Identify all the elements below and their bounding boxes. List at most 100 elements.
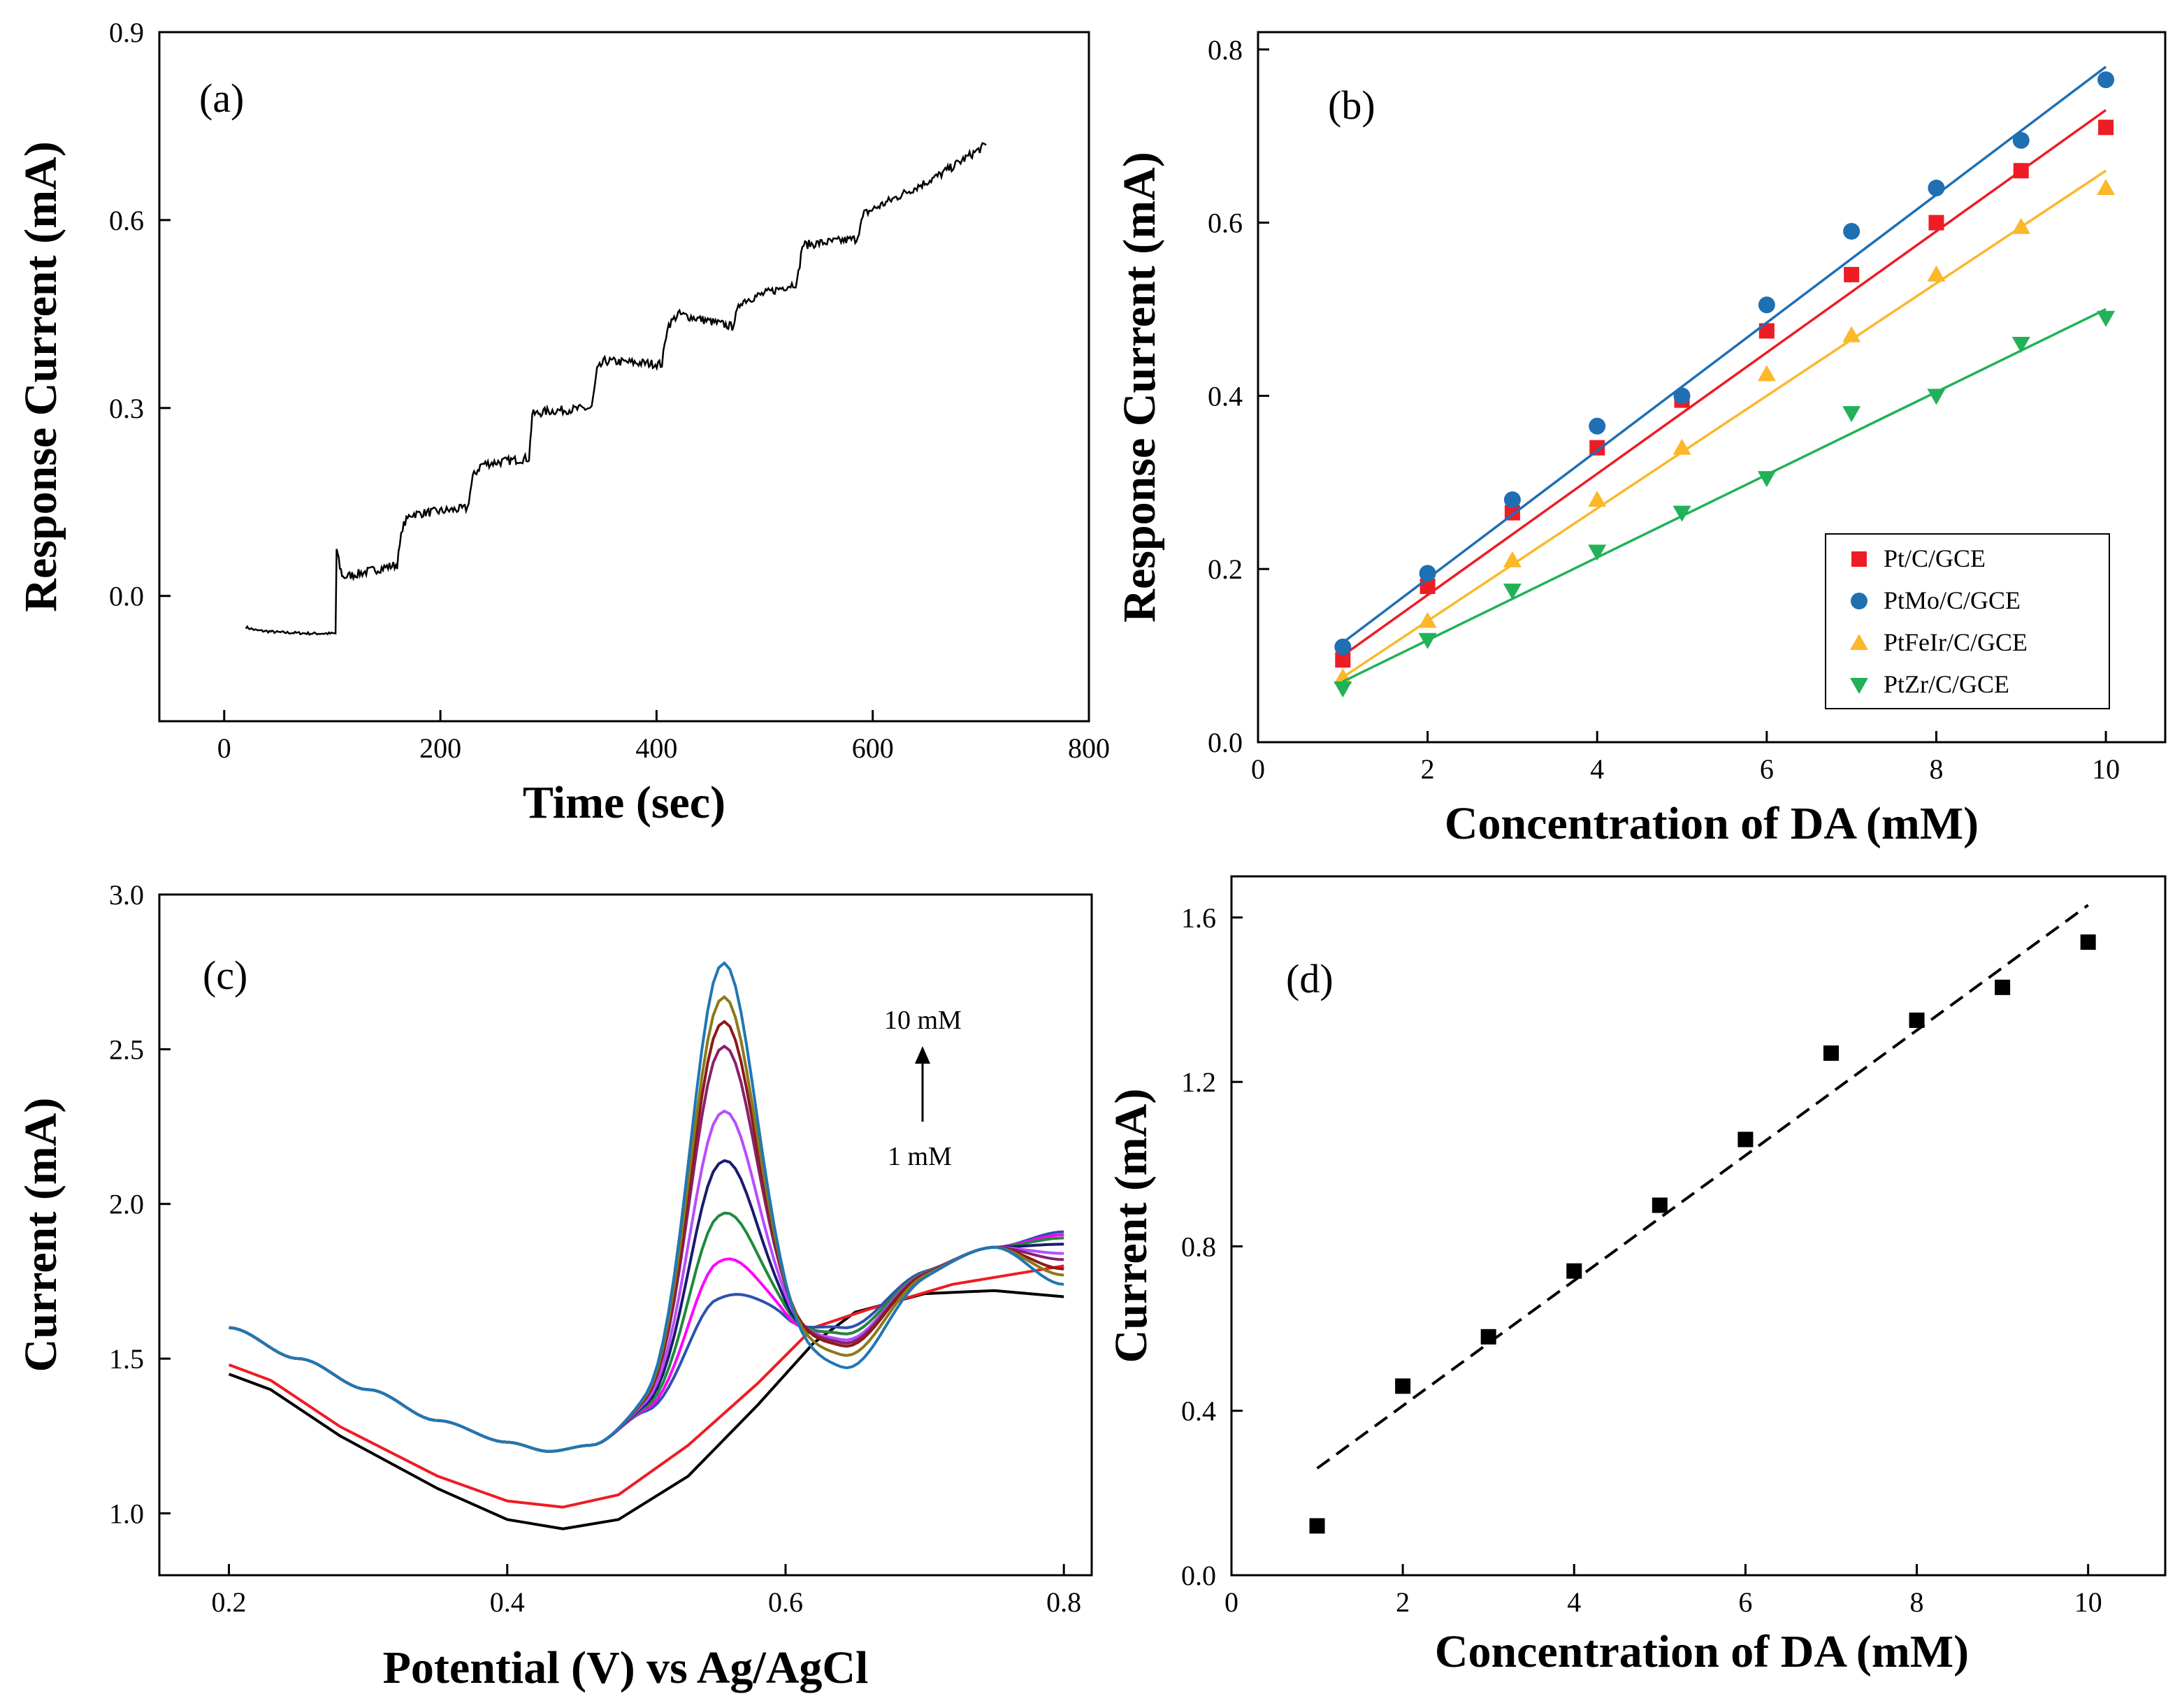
panel-a-x-axis-title: Time (sec) bbox=[523, 777, 725, 828]
panel-c-x-axis-title: Potential (V) vs Ag/AgCl bbox=[383, 1642, 869, 1693]
point-peak-current bbox=[1566, 1263, 1582, 1279]
point-ptfeir bbox=[1842, 326, 1861, 342]
panel-b-y-tick-label: 0.6 bbox=[1208, 208, 1243, 239]
dpv-curve-1-mm bbox=[229, 1230, 1064, 1453]
panel-c-y-tick-label: 2.0 bbox=[109, 1189, 144, 1220]
panel-d-ticks: 0 2 4 6 8 10 0.0 0.4 0.8 1.2 1.6 bbox=[1181, 902, 2102, 1618]
panel-b-label: (b) bbox=[1328, 82, 1375, 128]
panel-a-x-tick-label: 0 bbox=[217, 732, 231, 764]
panel-b-series bbox=[1334, 66, 2116, 698]
panel-d-frame bbox=[1230, 875, 2167, 1577]
panel-c-x-tick-label: 0.4 bbox=[490, 1586, 525, 1618]
panel-d-y-tick-label: 1.2 bbox=[1181, 1066, 1216, 1098]
point-ptzr bbox=[2011, 337, 2030, 354]
panel-a-y-tick-label: 0.6 bbox=[109, 205, 144, 236]
point-ptmo bbox=[1334, 638, 1352, 656]
panel-b-y-tick-label: 0.0 bbox=[1208, 727, 1243, 758]
legend-marker-ptzr bbox=[1850, 678, 1868, 694]
point-ptfeir bbox=[1927, 265, 1946, 282]
panel-a-x-tick-label: 800 bbox=[1068, 732, 1110, 764]
panel-c-y-tick-label: 2.5 bbox=[109, 1034, 144, 1065]
dpv-curve-10-mm bbox=[229, 961, 1064, 1453]
point-peak-current bbox=[1652, 1197, 1668, 1213]
panel-a-y-axis-title: Response Current (mA) bbox=[15, 141, 66, 611]
point-peak-current bbox=[1909, 1012, 1925, 1028]
concentration-min-label: 1 mM bbox=[888, 1142, 952, 1171]
panel-b-ticks: 0 2 4 6 8 10 0.0 0.2 0.4 0.6 0.8 bbox=[1208, 34, 2120, 785]
point-peak-current bbox=[1395, 1378, 1411, 1394]
point-ptfeir bbox=[1418, 611, 1437, 628]
panel-a-x-tick-label: 600 bbox=[852, 732, 894, 764]
panel-b-frame bbox=[1257, 31, 2167, 744]
point-pt bbox=[2013, 163, 2029, 179]
fit-line-dashed bbox=[1316, 904, 2089, 1470]
panel-b-x-tick-label: 4 bbox=[1590, 753, 1604, 785]
panel-b: 0 2 4 6 8 10 0.0 0.2 0.4 0.6 0.8 (b) Concentration… bbox=[1114, 31, 2167, 849]
point-ptfeir bbox=[1503, 551, 1522, 567]
point-peak-current bbox=[1823, 1045, 1839, 1061]
legend-label-ptmo: PtMo/C/GCE bbox=[1884, 586, 2021, 614]
panel-d-x-tick-label: 8 bbox=[1910, 1586, 1924, 1618]
point-ptzr bbox=[2097, 310, 2116, 327]
point-peak-current bbox=[1309, 1518, 1325, 1534]
point-ptmo bbox=[1843, 222, 1860, 240]
fit-line-ptzr bbox=[1342, 307, 2107, 683]
legend-label-pt: Pt/C/GCE bbox=[1884, 544, 1986, 572]
series-line-response-current bbox=[245, 142, 987, 636]
panel-b-legend-box bbox=[1825, 533, 2110, 709]
panel-b-y-tick-label: 0.2 bbox=[1208, 553, 1243, 585]
panel-b-y-tick-label: 0.4 bbox=[1208, 380, 1243, 412]
panel-c-x-tick-label: 0.8 bbox=[1046, 1586, 1081, 1618]
point-pt bbox=[1335, 652, 1351, 668]
panel-c-y-tick-label: 1.5 bbox=[109, 1343, 144, 1375]
point-ptfeir bbox=[1672, 438, 1691, 455]
fit-line-ptfeir bbox=[1342, 169, 2107, 679]
panel-d-y-tick-label: 0.8 bbox=[1181, 1231, 1216, 1262]
panel-b-x-tick-label: 2 bbox=[1421, 753, 1435, 785]
point-ptfeir bbox=[2097, 179, 2116, 196]
panel-b-x-axis-title: Concentration of DA (mM) bbox=[1445, 798, 1979, 849]
point-ptzr bbox=[1588, 544, 1607, 561]
panel-a-y-tick-label: 0.0 bbox=[109, 581, 144, 612]
point-ptzr bbox=[1503, 584, 1522, 600]
panel-a-x-tick-label: 200 bbox=[419, 732, 461, 764]
dpv-curve-blank-2 bbox=[228, 1264, 1064, 1509]
panel-b-y-tick-label: 0.8 bbox=[1208, 34, 1243, 66]
point-ptfeir bbox=[2011, 217, 2030, 234]
point-ptzr bbox=[1418, 632, 1437, 649]
increase-arrow-head bbox=[915, 1046, 930, 1064]
panel-a-y-tick-label: 0.3 bbox=[109, 393, 144, 424]
point-ptmo bbox=[1673, 387, 1691, 405]
panel-d-y-tick-label: 1.6 bbox=[1181, 902, 1216, 934]
panel-a-frame bbox=[158, 31, 1090, 723]
panel-b-legend: Pt/C/GCE PtMo/C/GCE PtFeIr/C/GCE PtZr/C/… bbox=[1825, 533, 2110, 709]
panel-d-x-axis-title: Concentration of DA (mM) bbox=[1435, 1626, 1969, 1677]
panel-d-y-axis-title: Current (mA) bbox=[1106, 1089, 1157, 1363]
panel-c: 0.2 0.4 0.6 0.8 1.0 1.5 2.0 2.5 3.0 (c) 10 mM 1 … bbox=[15, 879, 1093, 1693]
point-ptmo bbox=[1758, 296, 1775, 314]
panel-b-x-tick-label: 6 bbox=[1760, 753, 1774, 785]
panel-d-x-tick-label: 6 bbox=[1738, 1586, 1752, 1618]
point-peak-current bbox=[1480, 1329, 1496, 1345]
point-ptzr bbox=[1927, 389, 1946, 405]
point-ptmo bbox=[1419, 565, 1436, 582]
legend-label-ptzr: PtZr/C/GCE bbox=[1884, 670, 2009, 698]
panel-d-y-tick-label: 0.0 bbox=[1181, 1560, 1216, 1591]
point-pt bbox=[1928, 215, 1944, 231]
point-pt bbox=[2098, 120, 2114, 136]
panel-b-x-tick-label: 10 bbox=[2092, 753, 2120, 785]
legend-label-ptfeir: PtFeIr/C/GCE bbox=[1884, 628, 2028, 656]
legend-marker-ptmo bbox=[1851, 593, 1867, 609]
panel-a-ticks: 0 200 400 600 800 0.0 0.3 0.6 0.9 bbox=[109, 17, 1110, 764]
panel-c-y-tick-label: 1.0 bbox=[109, 1498, 144, 1529]
panel-a-y-tick-label: 0.9 bbox=[109, 17, 144, 48]
point-ptzr bbox=[1672, 505, 1691, 522]
point-peak-current bbox=[2080, 934, 2096, 950]
panel-c-ticks: 0.2 0.4 0.6 0.8 1.0 1.5 2.0 2.5 3.0 bbox=[109, 879, 1081, 1618]
panel-d-x-tick-label: 4 bbox=[1567, 1586, 1581, 1618]
point-peak-current bbox=[1995, 979, 2011, 995]
point-ptmo bbox=[1928, 180, 1945, 197]
fit-line-ptmo bbox=[1342, 66, 2107, 644]
point-peak-current bbox=[1737, 1131, 1754, 1148]
fit-line-pt bbox=[1342, 109, 2107, 657]
